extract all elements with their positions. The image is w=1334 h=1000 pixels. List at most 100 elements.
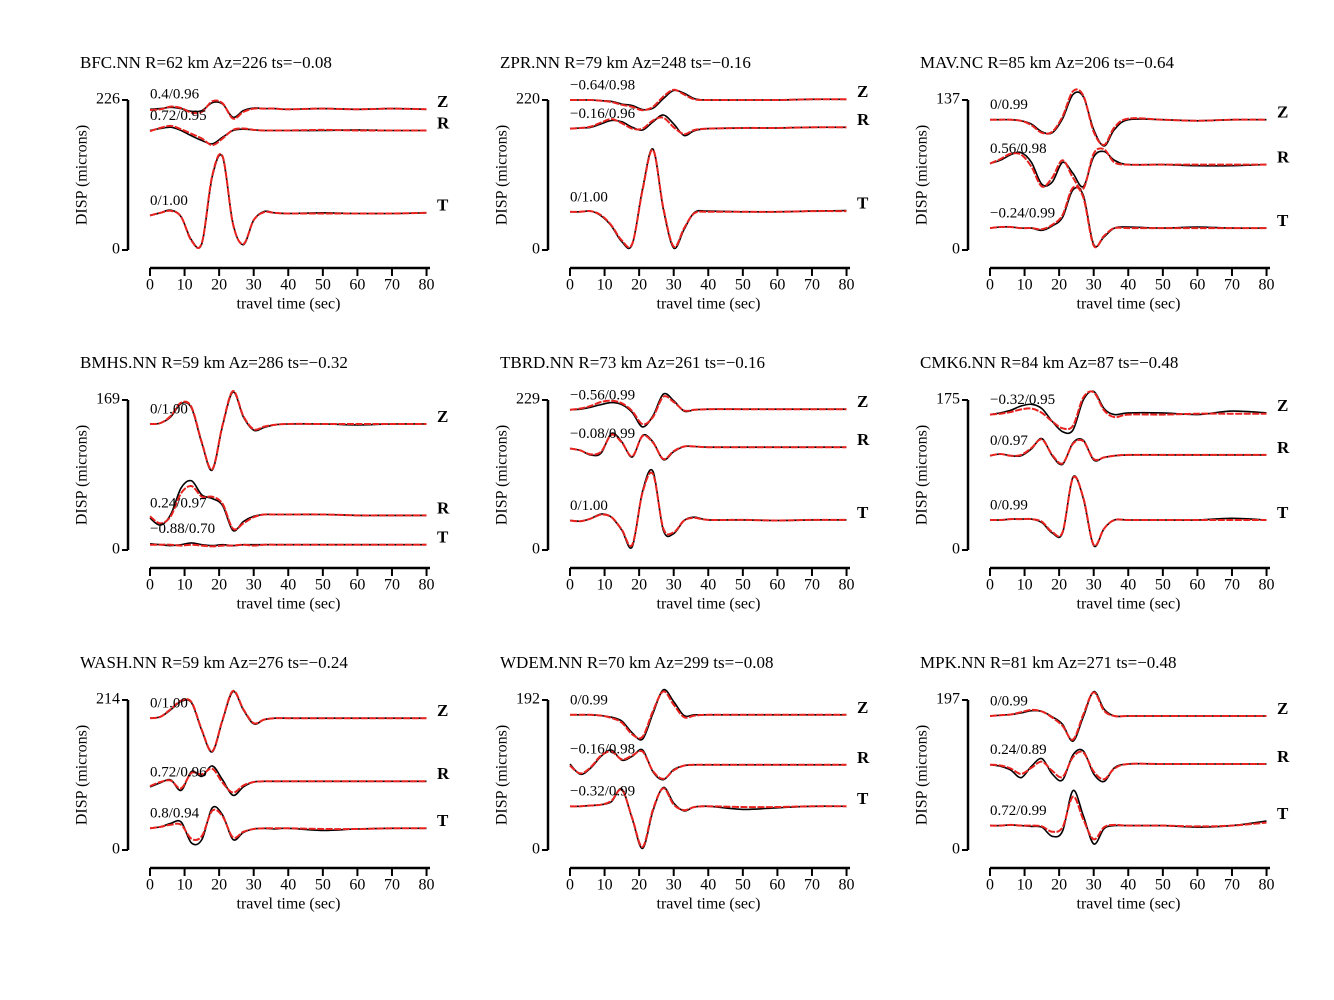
x-tick-label: 50 [1155,877,1171,894]
component-label: R [437,498,450,517]
y-tick-label: 214 [96,691,120,708]
x-tick-label: 70 [804,877,820,894]
x-tick-label: 70 [384,877,400,894]
observed-trace [569,469,847,549]
y-axis-label: DISP (microns) [914,725,931,825]
component-label: R [857,430,870,449]
y-tick-label: 137 [936,91,960,108]
component-label: R [1277,747,1290,766]
x-tick-label: 30 [246,877,262,894]
x-tick-label: 20 [1051,577,1067,594]
fit-label: 0/1.00 [570,498,608,514]
component-label: Z [437,407,448,426]
x-tick-label: 20 [211,577,227,594]
y-tick-label: 229 [516,391,540,408]
synthetic-trace [569,471,847,548]
x-tick-label: 60 [769,277,785,294]
fit-label: −0.24/0.99 [990,206,1055,222]
fit-label: −0.08/0.99 [570,426,635,442]
x-tick-label: 40 [700,577,716,594]
x-tick-label: 30 [1086,277,1102,294]
component-label: R [437,764,450,783]
x-tick-label: 70 [1224,877,1240,894]
fit-label: 0/1.00 [150,193,188,209]
x-tick-label: 20 [211,277,227,294]
x-tick-label: 10 [1017,577,1033,594]
x-tick-label: 0 [986,577,994,594]
x-tick-label: 70 [384,277,400,294]
panel-title: BMHS.NN R=59 km Az=286 ts=−0.32 [80,353,348,372]
x-tick-label: 10 [597,577,613,594]
x-tick-label: 60 [1189,277,1205,294]
x-tick-label: 80 [839,877,855,894]
x-tick-label: 10 [177,877,193,894]
y-axis-label: DISP (microns) [914,425,931,525]
y-axis-label: DISP (microns) [914,125,931,225]
panel: WASH.NN R=59 km Az=276 ts=−0.24 0 214 DISP … [74,653,450,913]
component-label: T [857,503,869,522]
y-tick-label: 0 [112,541,120,558]
x-tick-label: 80 [419,577,435,594]
x-tick-label: 70 [804,277,820,294]
fit-label: 0.8/0.94 [150,806,200,822]
x-axis-label: travel time (sec) [1077,296,1181,313]
synthetic-trace [990,88,1267,146]
panel: WDEM.NN R=70 km Az=299 ts=−0.08 0 192 DISP … [494,653,870,913]
x-axis-label: travel time (sec) [1077,896,1181,913]
component-label: R [1277,438,1290,457]
synthetic-trace [149,390,427,471]
x-tick-label: 40 [280,877,296,894]
x-axis-label: travel time (sec) [657,596,761,613]
panel: ZPR.NN R=79 km Az=248 ts=−0.16 0 220 DISP (… [494,53,870,313]
synthetic-trace [989,475,1267,547]
y-tick-label: 169 [96,391,120,408]
x-tick-label: 70 [804,577,820,594]
x-tick-label: 70 [1224,277,1240,294]
y-tick-label: 0 [532,541,540,558]
synthetic-trace [149,808,427,841]
fit-label: −0.16/0.96 [570,106,636,122]
x-tick-label: 60 [769,577,785,594]
x-tick-label: 80 [1259,877,1275,894]
x-tick-label: 10 [177,577,193,594]
synthetic-trace [569,433,847,461]
x-tick-label: 0 [986,277,994,294]
component-label: T [437,528,449,547]
observed-trace [989,150,1267,188]
x-tick-label: 10 [177,277,193,294]
x-tick-label: 50 [1155,277,1171,294]
y-tick-label: 0 [532,841,540,858]
fit-label: 0/1.00 [150,401,188,417]
component-label: T [1277,503,1289,522]
y-tick-label: 0 [112,841,120,858]
panel: MPK.NN R=81 km Az=271 ts=−0.48 0 197 DISP (… [914,653,1290,913]
y-tick-label: 0 [952,841,960,858]
x-tick-label: 50 [315,277,331,294]
x-tick-label: 40 [700,877,716,894]
synthetic-trace [149,543,427,548]
x-tick-label: 20 [1051,877,1067,894]
fit-label: −0.64/0.98 [570,77,635,93]
component-label: T [1277,211,1289,230]
x-tick-label: 10 [1017,277,1033,294]
x-tick-label: 40 [280,277,296,294]
y-axis-label: DISP (microns) [74,725,91,825]
x-tick-label: 30 [246,577,262,594]
x-axis-label: travel time (sec) [237,296,341,313]
x-tick-label: 80 [1259,577,1275,594]
x-tick-label: 40 [700,277,716,294]
x-tick-label: 0 [146,877,154,894]
x-tick-label: 70 [1224,577,1240,594]
y-tick-label: 175 [936,391,960,408]
panel-title: CMK6.NN R=84 km Az=87 ts=−0.48 [920,353,1178,372]
panel-title: MPK.NN R=81 km Az=271 ts=−0.48 [920,653,1177,672]
fit-label: 0/0.99 [990,497,1028,513]
x-tick-label: 20 [211,877,227,894]
panel-title: TBRD.NN R=73 km Az=261 ts=−0.16 [500,353,765,372]
component-label: Z [437,92,448,111]
x-tick-label: 0 [566,577,574,594]
x-tick-label: 20 [631,277,647,294]
y-axis-label: DISP (microns) [74,125,91,225]
component-label: R [857,110,870,129]
